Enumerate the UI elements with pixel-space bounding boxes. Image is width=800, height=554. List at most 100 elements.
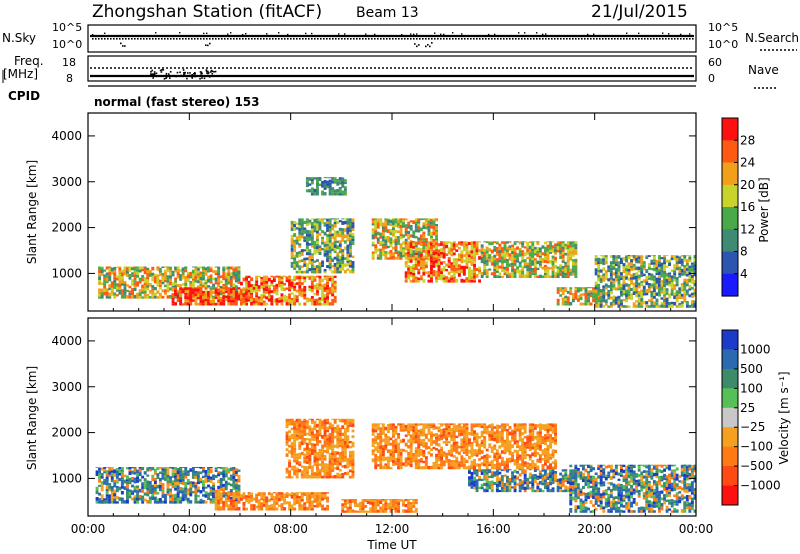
- data-cell: [288, 293, 292, 296]
- data-cell: [597, 257, 601, 262]
- data-cell: [602, 267, 606, 271]
- data-cell: [348, 506, 352, 510]
- data-cell: [310, 443, 314, 446]
- data-cell: [640, 255, 644, 257]
- data-cell: [133, 282, 137, 286]
- data-cell: [414, 244, 418, 248]
- data-cell: [490, 423, 494, 425]
- data-cell: [566, 241, 570, 245]
- data-cell: [283, 498, 287, 503]
- data-cell: [485, 269, 489, 272]
- data-cell: [506, 458, 509, 461]
- data-cell: [247, 500, 251, 504]
- data-cell: [331, 236, 335, 239]
- data-cell: [348, 418, 352, 420]
- data-cell: [511, 272, 515, 275]
- data-cell: [559, 267, 563, 271]
- data-cell: [217, 489, 221, 493]
- data-cell: [660, 272, 664, 275]
- data-cell: [473, 440, 477, 443]
- data-cell: [384, 226, 388, 230]
- data-cell: [478, 425, 482, 428]
- data-cell: [589, 287, 593, 289]
- data-cell: [609, 281, 613, 285]
- data-cell: [404, 509, 408, 513]
- data-cell: [417, 459, 421, 463]
- data-cell: [521, 250, 525, 253]
- data-cell: [500, 423, 504, 427]
- data-cell: [153, 496, 157, 501]
- data-cell: [169, 483, 173, 486]
- data-cell: [133, 266, 137, 268]
- data-cell: [597, 287, 601, 290]
- data-cell: [508, 440, 512, 444]
- data-cell: [475, 452, 479, 455]
- data-cell: [290, 227, 294, 232]
- data-cell: [328, 236, 332, 240]
- data-cell: [511, 452, 515, 455]
- data-cell: [518, 457, 522, 461]
- data-cell: [559, 288, 563, 292]
- data-cell: [528, 270, 532, 275]
- data-cell: [498, 253, 502, 257]
- data-cell: [310, 289, 314, 293]
- data-cell: [262, 302, 266, 306]
- data-cell: [214, 281, 218, 285]
- data-cell: [392, 454, 395, 458]
- data-cell: [419, 251, 423, 254]
- data-cell: [333, 299, 337, 303]
- data-cell: [356, 510, 360, 513]
- data-cell: [318, 297, 322, 300]
- data-cell: [549, 259, 553, 264]
- data-cell: [462, 448, 466, 452]
- data-cell: [265, 302, 269, 306]
- data-cell: [191, 288, 195, 291]
- data-cell: [310, 449, 314, 452]
- data-cell: [232, 292, 236, 295]
- data-cell: [316, 469, 319, 473]
- data-cell: [212, 295, 216, 299]
- data-cell: [323, 471, 327, 476]
- data-cell: [338, 259, 342, 262]
- data-cell: [217, 492, 221, 494]
- data-cell: [227, 302, 231, 306]
- data-cell: [181, 271, 185, 275]
- data-cell: [316, 463, 319, 467]
- data-cell: [369, 499, 373, 502]
- data-cell: [392, 218, 395, 222]
- data-cell: [240, 294, 243, 299]
- data-cell: [404, 241, 408, 245]
- data-cell: [234, 479, 238, 482]
- data-cell: [559, 247, 563, 250]
- data-cell: [379, 464, 383, 467]
- data-cell: [647, 299, 651, 302]
- data-cell: [450, 451, 454, 455]
- data-cell: [191, 287, 195, 289]
- data-cell: [447, 250, 451, 255]
- data-cell: [442, 451, 446, 455]
- freq-label: Freq.: [14, 54, 44, 68]
- data-cell: [392, 499, 395, 504]
- data-cell: [293, 267, 297, 271]
- data-cell: [379, 445, 383, 449]
- data-cell: [222, 267, 226, 272]
- data-cell: [247, 492, 251, 494]
- data-cell: [194, 491, 198, 495]
- data-cell: [331, 192, 335, 196]
- data-cell: [508, 256, 512, 261]
- data-cell: [485, 275, 489, 278]
- data-cell: [333, 218, 337, 222]
- data-cell: [164, 477, 167, 481]
- data-cell: [181, 287, 185, 289]
- data-cell: [597, 297, 601, 300]
- data-cell: [384, 510, 388, 513]
- data-cell: [336, 258, 340, 262]
- data-cell: [348, 457, 352, 460]
- data-cell: [521, 456, 525, 460]
- data-cell: [126, 289, 129, 292]
- data-cell: [313, 462, 317, 467]
- data-cell: [379, 240, 383, 244]
- data-cell: [516, 456, 520, 460]
- data-cell: [288, 476, 292, 479]
- data-cell: [447, 464, 451, 467]
